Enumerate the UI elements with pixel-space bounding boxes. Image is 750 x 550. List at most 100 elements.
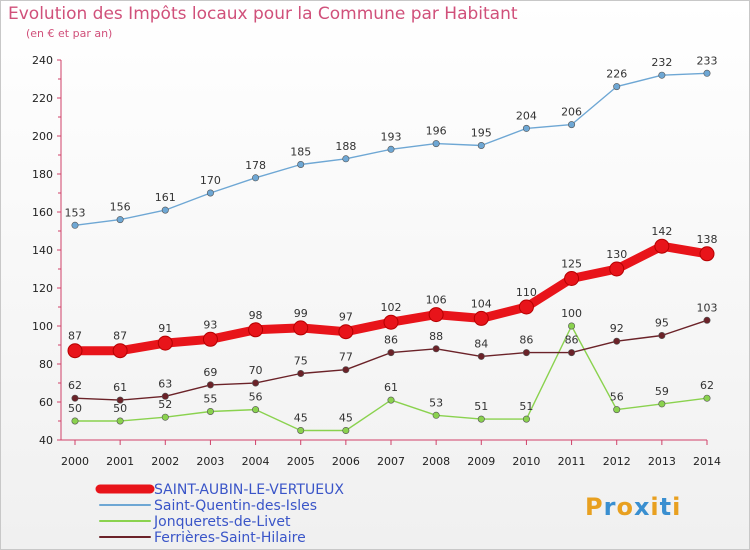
- data-label: 55: [203, 393, 217, 406]
- data-label: 226: [606, 68, 627, 81]
- legend-label: Saint-Quentin-des-Isles: [154, 498, 317, 514]
- data-point: [116, 417, 124, 425]
- data-point: [161, 206, 169, 214]
- data-label: 178: [245, 159, 266, 172]
- data-label: 153: [65, 206, 86, 219]
- data-point: [252, 174, 260, 182]
- data-label: 185: [290, 146, 311, 159]
- data-label: 53: [429, 396, 443, 409]
- y-tick-label: 40: [39, 434, 53, 447]
- data-label: 161: [155, 191, 176, 204]
- data-point: [387, 145, 395, 153]
- data-point: [428, 307, 444, 323]
- data-label: 206: [561, 106, 582, 119]
- data-point: [613, 83, 621, 91]
- data-labels: 153 156 161 170 178 185 188 193 196 195 204 206 226 2…: [65, 54, 718, 424]
- data-label: 75: [294, 355, 308, 368]
- data-point: [387, 349, 395, 357]
- data-point: [116, 216, 124, 224]
- data-label: 77: [339, 351, 353, 364]
- logo-letter: t: [659, 493, 673, 521]
- data-label: 50: [113, 402, 127, 415]
- data-point: [613, 337, 621, 345]
- legend-label: Jonquerets-de-Livet: [153, 514, 291, 530]
- data-point: [342, 155, 350, 163]
- data-label: 156: [110, 201, 131, 214]
- data-point: [338, 324, 354, 340]
- data-point: [297, 369, 305, 377]
- chart-title: Evolution des Impôts locaux pour la Comm…: [8, 4, 518, 24]
- data-label: 87: [113, 330, 127, 343]
- data-label: 51: [519, 400, 533, 413]
- y-tick-label: 200: [32, 130, 53, 143]
- data-label: 87: [68, 330, 82, 343]
- data-point: [658, 331, 666, 339]
- x-tick-label: 2007: [377, 455, 405, 468]
- data-label: 63: [158, 377, 172, 390]
- data-label: 100: [561, 307, 582, 320]
- x-tick-label: 2006: [332, 455, 360, 468]
- data-point: [67, 343, 83, 359]
- data-label: 103: [697, 301, 718, 314]
- logo-letter: o: [616, 493, 634, 521]
- y-tick-label: 100: [32, 320, 53, 333]
- data-point: [71, 394, 79, 402]
- data-point: [658, 400, 666, 408]
- legend-label: Ferrières-Saint-Hilaire: [154, 530, 306, 546]
- data-point: [477, 415, 485, 423]
- y-tick-label: 60: [39, 396, 53, 409]
- x-tick-label: 2014: [693, 455, 721, 468]
- data-point: [248, 322, 264, 338]
- data-label: 61: [113, 381, 127, 394]
- data-point: [293, 320, 309, 336]
- x-tick-label: 2002: [151, 455, 179, 468]
- data-label: 188: [335, 140, 356, 153]
- data-label: 86: [565, 334, 579, 347]
- data-label: 51: [474, 400, 488, 413]
- data-label: 70: [249, 364, 263, 377]
- x-tick-label: 2013: [648, 455, 676, 468]
- data-label: 95: [655, 317, 669, 330]
- data-point: [161, 392, 169, 400]
- data-point: [568, 349, 576, 357]
- data-point: [522, 349, 530, 357]
- logo-letter: i: [672, 493, 682, 521]
- data-point: [522, 415, 530, 423]
- x-tick-label: 2009: [467, 455, 495, 468]
- data-point: [387, 396, 395, 404]
- data-label: 56: [249, 391, 263, 404]
- data-point: [383, 314, 399, 330]
- data-point: [297, 426, 305, 434]
- data-label: 98: [249, 309, 263, 322]
- data-label: 62: [68, 379, 82, 392]
- data-label: 142: [651, 225, 672, 238]
- x-tick-label: 2004: [242, 455, 270, 468]
- legend-label: SAINT-AUBIN-LE-VERTUEUX: [154, 482, 344, 498]
- data-label: 233: [697, 54, 718, 67]
- data-point: [432, 345, 440, 353]
- logo-letter: r: [603, 493, 617, 521]
- data-point: [342, 366, 350, 374]
- logo-letter: x: [633, 493, 651, 521]
- data-point: [568, 322, 576, 330]
- data-label: 86: [519, 334, 533, 347]
- y-tick-label: 220: [32, 92, 53, 105]
- data-label: 232: [651, 56, 672, 69]
- data-point: [432, 411, 440, 419]
- axes: 40 60 80 100 120 140 160 180 200 220 240 2000 2001 20…: [32, 54, 721, 468]
- data-point: [609, 261, 625, 277]
- y-tick-label: 240: [32, 54, 53, 67]
- y-tick-label: 120: [32, 282, 53, 295]
- data-point: [252, 379, 260, 387]
- x-tick-label: 2012: [603, 455, 631, 468]
- data-label: 196: [426, 125, 447, 138]
- logo-letter: i: [650, 493, 660, 521]
- data-point: [112, 343, 128, 359]
- data-label: 204: [516, 109, 537, 122]
- data-label: 59: [655, 385, 669, 398]
- data-point: [161, 413, 169, 421]
- data-label: 110: [516, 286, 537, 299]
- data-point: [342, 426, 350, 434]
